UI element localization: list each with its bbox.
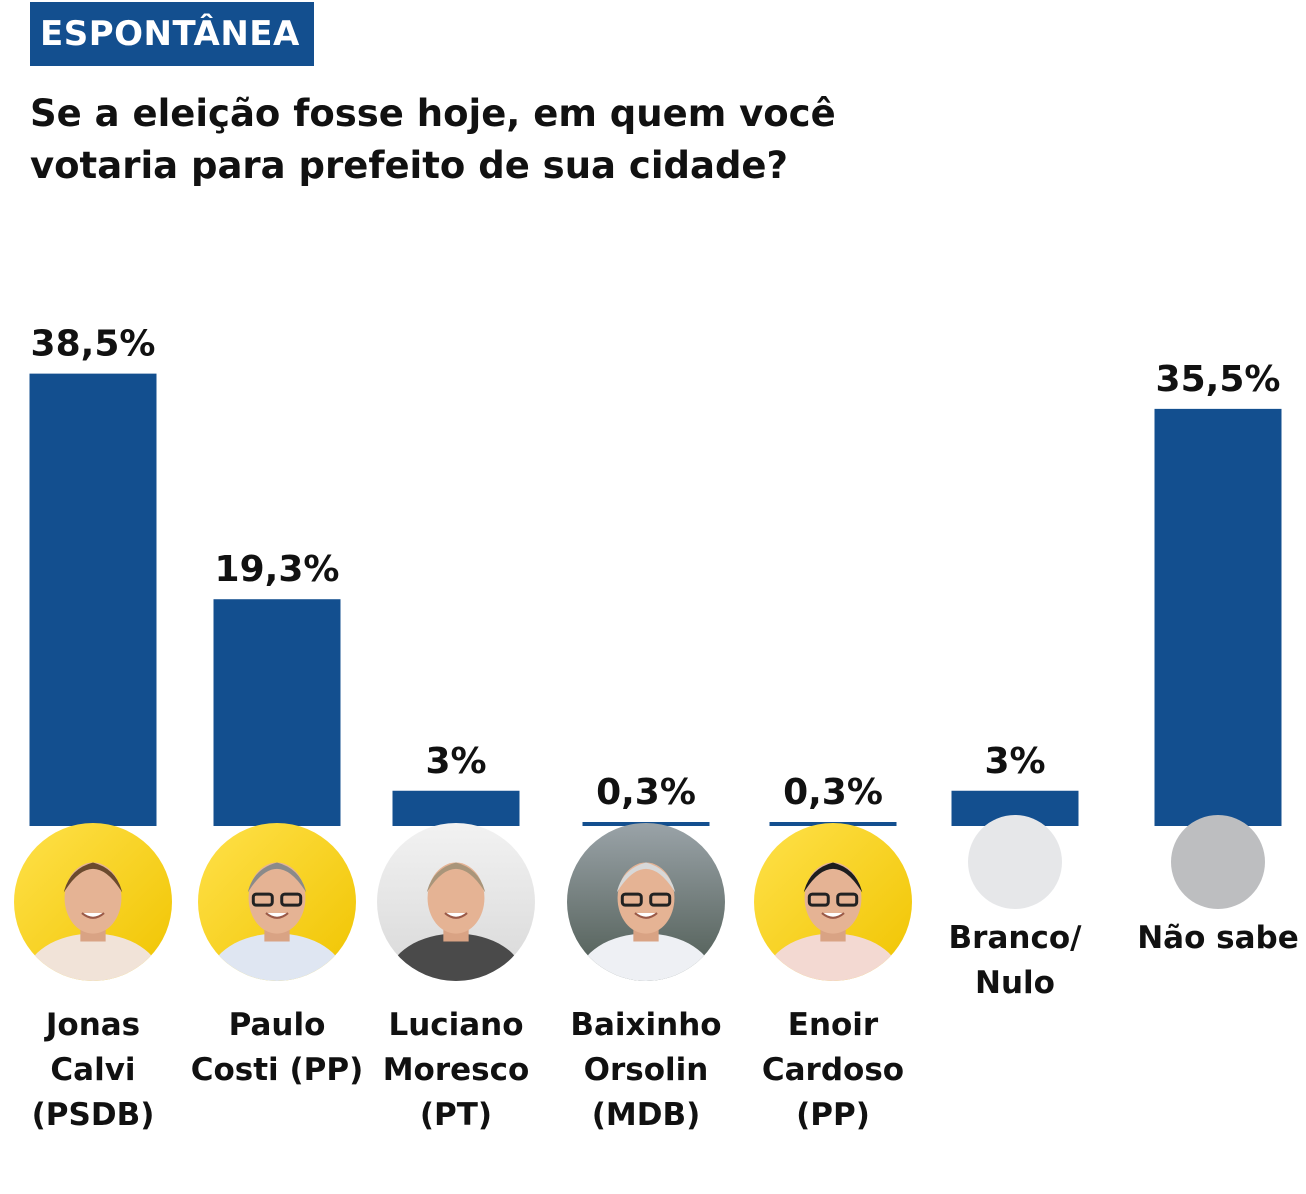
value-label-branco-nulo: 3% [984, 741, 1045, 782]
placeholder-circle-branco-nulo [968, 815, 1062, 909]
value-label-enoir-cardoso-pp: 0,3% [783, 772, 883, 813]
bar-nao-sabe [1154, 408, 1282, 826]
bar-paulo-costi-pp [213, 599, 341, 826]
category-label-paulo-costi-pp: Paulo Costi (PP) [191, 1007, 364, 1088]
value-label-paulo-costi-pp: 19,3% [215, 549, 340, 590]
candidate-photo-jonas-calvi-psdb [14, 823, 172, 981]
question-line-2: votaria para prefeito de sua cidade? [30, 144, 788, 187]
category-label-baixinho-orsolin-mdb: Baixinho Orsolin (MDB) [570, 1007, 721, 1133]
value-label-luciano-moresco-pt: 3% [425, 741, 486, 782]
value-label-jonas-calvi-psdb: 38,5% [31, 324, 156, 365]
category-label-jonas-calvi-psdb: Jonas Calvi (PSDB) [32, 1007, 155, 1133]
bar-luciano-moresco-pt [392, 790, 520, 826]
question-line-1: Se a eleição fosse hoje, em quem você [30, 92, 836, 135]
category-label-enoir-cardoso-pp: Enoir Cardoso (PP) [762, 1007, 904, 1133]
candidate-photo-luciano-moresco-pt [377, 823, 535, 981]
category-label-luciano-moresco-pt: Luciano Moresco (PT) [383, 1007, 530, 1133]
placeholder-circle-nao-sabe [1171, 815, 1265, 909]
value-label-nao-sabe: 35,5% [1156, 359, 1281, 400]
candidate-photo-baixinho-orsolin-mdb [567, 823, 725, 981]
candidate-photo-enoir-cardoso-pp [754, 823, 912, 981]
value-label-baixinho-orsolin-mdb: 0,3% [596, 772, 696, 813]
question-title: Se a eleição fosse hoje, em quem você vo… [30, 88, 930, 192]
bar-jonas-calvi-psdb [29, 373, 157, 826]
category-label-branco-nulo: Branco/Nulo [949, 920, 1083, 1001]
survey-type-tag: ESPONTÂNEA [30, 2, 314, 66]
candidate-photo-paulo-costi-pp [198, 823, 356, 981]
category-label-nao-sabe: Não sabe [1137, 920, 1299, 956]
